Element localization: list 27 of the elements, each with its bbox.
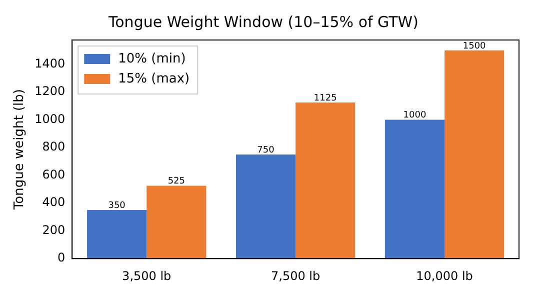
y-tick-label: 0 [58, 250, 66, 265]
data-label: 750 [257, 145, 275, 156]
x-tick-label: 10,000 lb [416, 268, 473, 283]
y-tick-label: 1400 [34, 56, 66, 70]
x-tick-label: 3,500 lb [122, 268, 172, 283]
x-tick-label: 7,500 lb [271, 268, 320, 283]
data-label: 1125 [314, 93, 337, 104]
y-tick-label: 1000 [34, 112, 66, 126]
bar [87, 210, 147, 259]
y-tick-label: 200 [42, 222, 66, 237]
data-label: 350 [108, 200, 126, 211]
y-tick-label: 400 [42, 195, 66, 210]
y-tick-label: 1200 [34, 84, 66, 98]
data-label: 1500 [462, 41, 486, 52]
bar [444, 50, 504, 259]
data-label: 1000 [403, 110, 426, 121]
chart-title: Tongue Weight Window (10–15% of GTW) [108, 12, 418, 31]
bar [236, 154, 296, 259]
y-tick-label: 800 [42, 140, 66, 154]
legend-label: 15% (max) [118, 71, 190, 86]
y-axis-title: Tongue weight (lb) [12, 89, 28, 211]
bar [146, 186, 206, 259]
bar [384, 120, 445, 259]
bar [296, 102, 356, 259]
y-tick-label: 600 [42, 167, 66, 182]
legend-label: 10% (min) [118, 51, 186, 66]
data-label: 525 [168, 176, 185, 187]
